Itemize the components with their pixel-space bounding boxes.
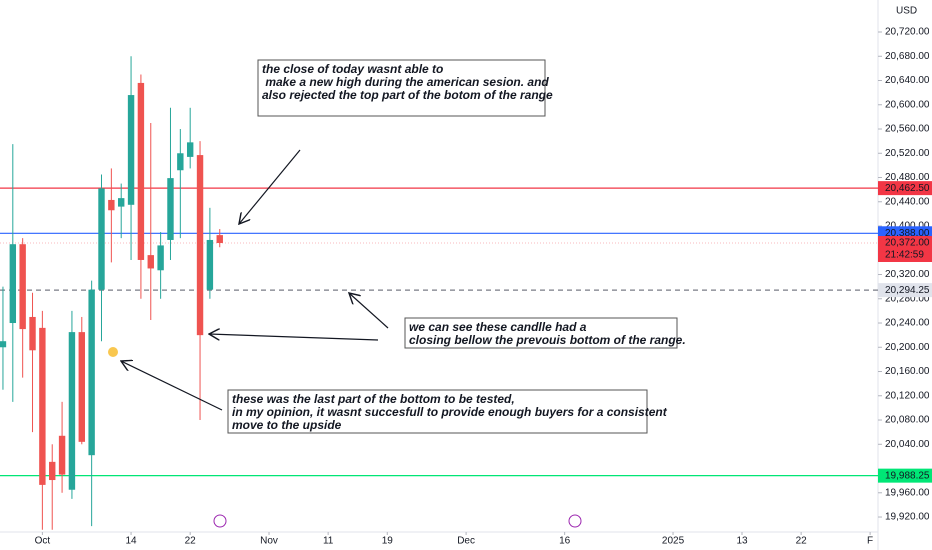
x-tick-label: F	[867, 536, 873, 547]
x-tick-label: 19	[382, 536, 394, 547]
plot	[0, 56, 878, 530]
candle-body	[49, 461, 56, 481]
countdown: 21:42:59	[885, 250, 924, 261]
candle-body	[108, 199, 115, 211]
event-icon[interactable]	[213, 514, 227, 528]
candle-body	[216, 235, 223, 243]
y-tick-label: 20,200.00	[885, 342, 930, 353]
y-tick-label: 20,520.00	[885, 148, 930, 159]
candle-body	[127, 95, 135, 205]
annotation-box	[257, 59, 546, 117]
y-tick-label: 20,720.00	[885, 27, 930, 38]
candle-body	[98, 188, 105, 290]
y-tick-label: 20,280.00	[885, 293, 930, 304]
arrow	[349, 293, 389, 329]
y-tick-label: 20,560.00	[885, 124, 930, 135]
annotation-text: make a new high during the american sesi…	[262, 75, 549, 89]
annotation-text: these was the last part of the bottom to…	[232, 392, 515, 406]
annotation-text: closing bellow the prevouis bottom of th…	[409, 333, 686, 347]
level-label-bg	[878, 181, 932, 196]
level-label: 19,988.25	[885, 470, 930, 481]
arrows	[121, 149, 389, 411]
y-tick-label: 20,040.00	[885, 439, 930, 450]
y-tick-label: 19,920.00	[885, 512, 930, 523]
x-tick-label: 22	[796, 536, 808, 547]
arrow	[209, 334, 379, 341]
level-label-bg	[878, 468, 932, 483]
y-tick-label: 20,680.00	[885, 51, 930, 62]
y-tick-label: 20,480.00	[885, 172, 930, 183]
level-label-bg	[878, 283, 932, 298]
candle-body	[137, 82, 145, 260]
candle-body	[39, 327, 46, 485]
x-tick-label: 16	[559, 536, 571, 547]
candle-body	[68, 332, 76, 490]
x-tick-label: Nov	[260, 536, 278, 547]
candle-body	[186, 142, 194, 157]
y-tick-label: 20,400.00	[885, 221, 930, 232]
annotation-box	[227, 389, 648, 434]
event-icons	[213, 514, 582, 528]
candle-body	[157, 245, 164, 271]
y-tick-label: 20,080.00	[885, 415, 930, 426]
currency: USD	[896, 6, 917, 17]
annotation-text: we can see these candlle had a	[409, 320, 587, 334]
y-tick-label: 20,120.00	[885, 390, 930, 401]
emoji	[108, 347, 118, 357]
candle-body	[118, 198, 125, 207]
candle-body	[177, 153, 184, 171]
annotation-text: also rejected the top part of the botom …	[262, 88, 553, 102]
annotation-text: move to the upside	[232, 418, 342, 432]
candle-body	[78, 332, 85, 442]
x-tick-label: 22	[185, 536, 197, 547]
candle-body	[0, 341, 7, 348]
x-tick-label: 2025	[662, 536, 685, 547]
candle-body	[58, 435, 66, 475]
y-tick-label: 20,160.00	[885, 366, 930, 377]
x-tick-label: 13	[736, 536, 748, 547]
arrow	[121, 361, 223, 411]
last-price-label: 20,372.00	[885, 238, 930, 249]
annotation-box	[404, 317, 678, 349]
candle-body	[196, 155, 204, 336]
y-tick-label: 20,440.00	[885, 196, 930, 207]
y-tick-label: 20,240.00	[885, 318, 930, 329]
annotation-text: in my opinion, it wasnt succesfull to pr…	[232, 405, 668, 419]
candle-body	[147, 255, 154, 269]
candle-body	[29, 316, 36, 351]
last-price-bg	[878, 235, 932, 262]
level-label: 20,294.25	[885, 285, 930, 296]
candle-body	[167, 178, 174, 240]
level-label: 20,462.50	[885, 183, 930, 194]
x-tick-label: Oct	[35, 536, 51, 547]
annotation-text: the close of today wasnt able to	[262, 62, 443, 76]
y-tick-label: 20,640.00	[885, 75, 930, 86]
arrow	[239, 149, 301, 224]
candle-body	[19, 244, 26, 330]
level-label: 20,388.00	[885, 228, 930, 239]
y-tick-label: 20,320.00	[885, 269, 930, 280]
event-icon[interactable]	[568, 514, 582, 528]
y-tick-label: 20,600.00	[885, 99, 930, 110]
candle-body	[9, 244, 17, 324]
candle-body	[88, 289, 95, 456]
x-tick-label: 14	[125, 536, 137, 547]
y-tick-label: 19,960.00	[885, 487, 930, 498]
x-tick-label: Dec	[457, 536, 475, 547]
candle-body	[206, 239, 214, 290]
x-tick-label: 11	[323, 536, 334, 547]
